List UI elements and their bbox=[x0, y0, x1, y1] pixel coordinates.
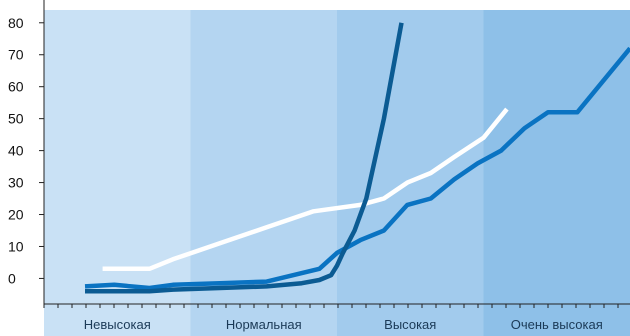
band-3 bbox=[337, 10, 484, 304]
y-axis: 0 10 20 30 40 50 60 70 80 bbox=[8, 0, 45, 304]
series-darkblue-line bbox=[85, 22, 404, 294]
y-tick-label: 40 bbox=[8, 143, 24, 159]
y-tick-label: 10 bbox=[8, 238, 24, 254]
band-1 bbox=[44, 10, 191, 304]
y-tick-label: 20 bbox=[8, 207, 24, 223]
y-tick-label: 0 bbox=[8, 270, 16, 286]
band-strip-3 bbox=[337, 304, 484, 336]
x-axis-category-strip: Невысокая Нормальная Высокая Очень высокая bbox=[44, 304, 630, 336]
band-strip-1 bbox=[44, 304, 191, 336]
x-category-label: Высокая bbox=[384, 317, 436, 332]
series-lines bbox=[84, 22, 630, 294]
y-tick-label: 30 bbox=[8, 175, 24, 191]
y-tick-label: 50 bbox=[8, 111, 24, 127]
y-tick-label: 60 bbox=[8, 79, 24, 95]
x-category-label: Невысокая bbox=[84, 317, 151, 332]
x-axis bbox=[43, 303, 630, 308]
y-tick-label: 80 bbox=[8, 15, 24, 31]
x-category-label: Очень высокая bbox=[511, 317, 603, 332]
y-tick-label: 70 bbox=[8, 47, 24, 63]
background-bands bbox=[44, 10, 630, 304]
band-strip-4 bbox=[483, 304, 630, 336]
band-4 bbox=[483, 10, 630, 304]
series-white-line bbox=[102, 107, 509, 272]
band-2 bbox=[190, 10, 337, 304]
x-category-label: Нормальная bbox=[226, 317, 302, 332]
series-blue-line bbox=[84, 46, 630, 291]
band-strip-2 bbox=[190, 304, 337, 336]
